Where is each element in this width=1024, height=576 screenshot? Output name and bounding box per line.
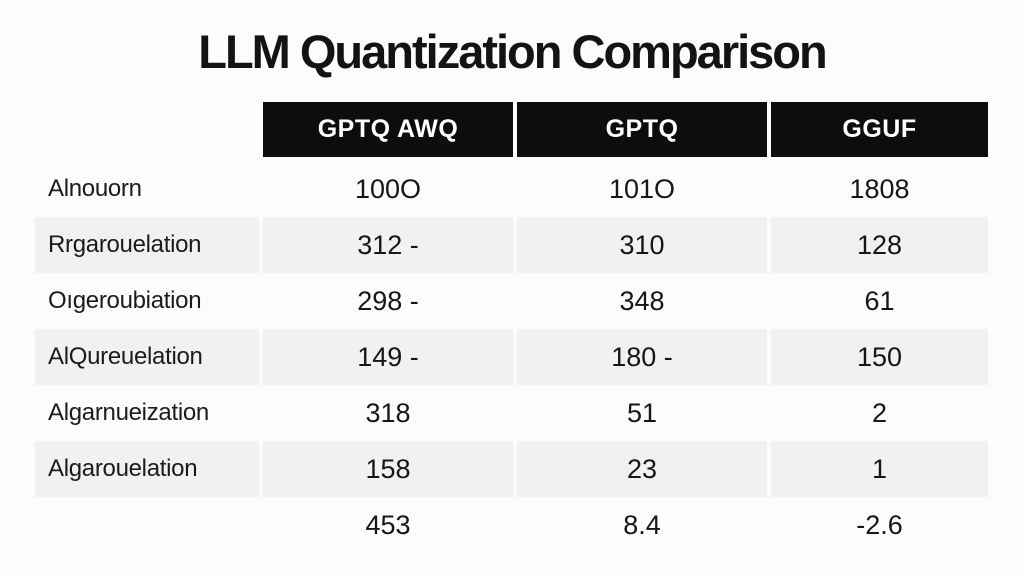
column-header-gptq-awq: GPTQ AWQ [263,102,513,157]
value-cell: 312 - [263,217,513,273]
value-cell: 51 [626,397,658,428]
value-cell: 348 [619,285,665,316]
value-cell: 453 [365,509,411,540]
value-cell: 149 - [263,329,513,385]
value-cell: 180 - [517,329,767,385]
value-cell: 158 [263,441,513,497]
header-spacer [35,102,259,157]
value-cell: 101O [608,173,676,204]
value-cell: 23 [517,441,767,497]
value-cell: 8.4 [623,509,661,540]
value-cell: 2 [871,397,888,428]
value-cell: 318 [365,397,411,428]
value-cell: -2.6 [856,509,903,540]
comparison-table: GPTQ AWQ GPTQ GGUF Alnouorn 100O 101O 18… [35,102,988,553]
value-cell: 1808 [849,173,910,204]
value-cell: 61 [864,285,895,316]
row-label: Oıgeroubiation [48,287,202,314]
column-header-gguf: GGUF [771,102,988,157]
row-label: AlQureuelation [35,329,259,385]
value-cell: 310 [517,217,767,273]
value-cell: 1 [771,441,988,497]
value-cell: 100O [354,173,422,204]
row-label: Rrgarouelation [35,217,259,273]
value-cell: 150 [771,329,988,385]
page-title: LLM Quantization Comparison [198,25,827,78]
column-header-gptq: GPTQ [517,102,767,157]
row-label: Algarouelation [35,441,259,497]
row-label: Algarnueization [48,399,209,426]
value-cell: 128 [771,217,988,273]
row-label: Alnouorn [48,175,142,202]
value-cell: 298 - [357,285,419,316]
row-label [35,497,259,553]
